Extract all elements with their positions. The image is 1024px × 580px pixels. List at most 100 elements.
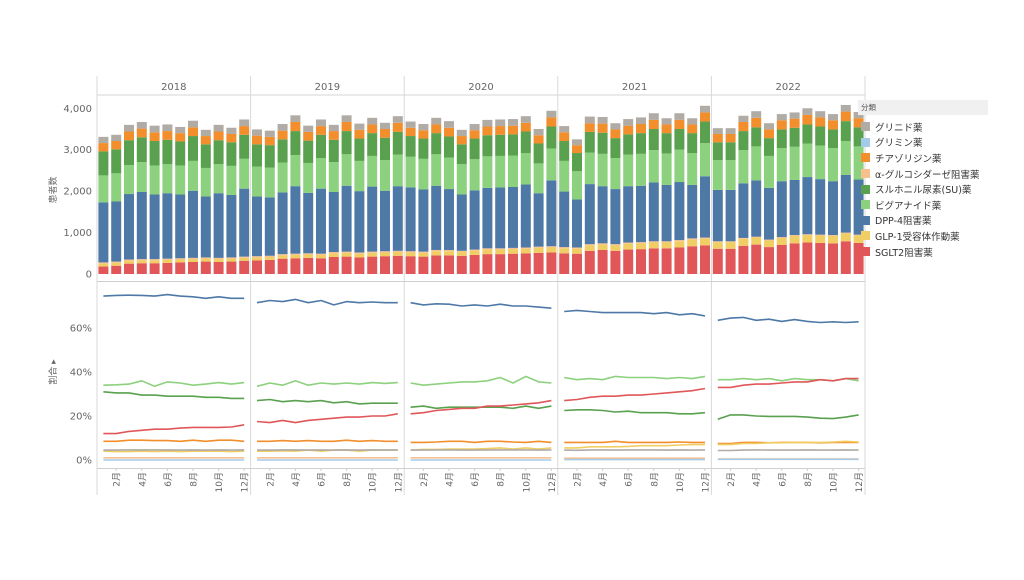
bar-segment (802, 124, 812, 143)
bar-segment (738, 238, 748, 239)
series-line (103, 381, 244, 387)
legend-item[interactable]: SGLT2阻害薬 (858, 244, 988, 260)
bar-segment (713, 134, 723, 142)
bar-segment (252, 197, 262, 257)
bar-segment (329, 140, 339, 162)
series-line (411, 441, 552, 442)
legend-item[interactable]: グリミン薬 (858, 135, 988, 151)
y-tick-label: 3,000 (63, 145, 92, 156)
bar-segment (303, 163, 313, 193)
bar-segment (175, 141, 185, 165)
bar-segment (802, 243, 812, 274)
bar-segment (111, 202, 121, 262)
bar-segment (316, 189, 326, 254)
bar-segment (188, 136, 198, 161)
year-header: 2018 (161, 82, 186, 93)
bar-segment (841, 112, 851, 122)
bar-segment (508, 187, 518, 248)
bar-segment (431, 124, 441, 133)
bar-segment (841, 241, 851, 274)
legend-item[interactable]: グリニド薬 (858, 119, 988, 135)
bar-segment (508, 249, 518, 254)
bar-segment (380, 252, 390, 256)
bar-segment (841, 121, 851, 141)
bar-segment (354, 191, 364, 252)
bar-segment (406, 122, 416, 128)
bar-segment (610, 123, 620, 129)
bar-segment (841, 233, 851, 234)
bar-segment (354, 161, 364, 191)
bar-segment (674, 182, 684, 240)
bar-segment (303, 255, 313, 258)
legend-item[interactable]: スルホニル尿素(SU)薬 (858, 181, 988, 197)
bar-segment (738, 246, 748, 274)
bar-segment (662, 241, 672, 242)
bar-segment (700, 176, 710, 237)
bar-segment (418, 253, 428, 257)
legend-item[interactable]: GLP-1受容体作動薬 (858, 228, 988, 244)
x-tick-label: 12月 (393, 472, 404, 492)
bar-segment (418, 252, 428, 253)
bar-segment (290, 254, 300, 255)
bar-segment (214, 262, 224, 274)
x-tick-label: 4月 (752, 472, 763, 487)
bar-segment (188, 191, 198, 258)
bar-segment (687, 240, 697, 247)
bar-segment (636, 124, 646, 133)
bar-segment (598, 186, 608, 243)
bar-segment (764, 240, 774, 247)
bar-segment (393, 256, 403, 274)
bar-segment (598, 117, 608, 124)
bar-segment (495, 156, 505, 187)
bar-segment (777, 120, 787, 129)
bar-segment (815, 235, 825, 236)
bar-segment (546, 252, 556, 274)
bar-segment (585, 245, 595, 250)
bar-segment (98, 267, 108, 274)
bar-segment (687, 153, 697, 185)
legend-item[interactable]: α-グルコシダーゼ阻害薬 (858, 166, 988, 182)
bar-segment (316, 254, 326, 255)
bar-segment (572, 139, 582, 145)
bar-segment (662, 118, 672, 124)
bar-segment (802, 177, 812, 234)
bar-segment (367, 253, 377, 257)
bar-segment (790, 128, 800, 147)
legend-swatch (861, 185, 870, 194)
bar-segment (201, 136, 211, 144)
bar-segment (534, 144, 544, 164)
legend-item[interactable]: チアゾリジン薬 (858, 150, 988, 166)
x-tick-label: 2月 (726, 472, 737, 487)
legend-item[interactable]: ビグアナイド薬 (858, 197, 988, 213)
bar-segment (777, 148, 787, 181)
bar-segment (585, 244, 595, 245)
bar-segment (252, 144, 262, 166)
bar-segment (367, 187, 377, 252)
bar-segment (431, 118, 441, 125)
bar-segment (841, 233, 851, 241)
bar-segment (585, 132, 595, 153)
bar-segment (674, 240, 684, 241)
bar-segment (278, 139, 288, 162)
bar-segment (726, 134, 736, 142)
bar-segment (662, 185, 672, 241)
bar-segment (175, 260, 185, 263)
bar-segment (201, 197, 211, 258)
bar-segment (457, 164, 467, 194)
bar-segment (290, 122, 300, 131)
bar-segment (828, 114, 838, 120)
bar-segment (495, 250, 505, 255)
bar-segment (162, 259, 172, 260)
series-line (564, 445, 705, 448)
bar-segment (290, 115, 300, 122)
bar-segment (649, 129, 659, 150)
legend-swatch (861, 216, 870, 225)
bar-segment (815, 235, 825, 242)
y-tick-label: 2,000 (63, 187, 92, 198)
bar-segment (623, 119, 633, 126)
bar-segment (751, 180, 761, 236)
bar-segment (815, 179, 825, 235)
bar-segment (495, 119, 505, 126)
bar-segment (354, 254, 364, 258)
legend-item[interactable]: DPP-4阻害薬 (858, 213, 988, 229)
